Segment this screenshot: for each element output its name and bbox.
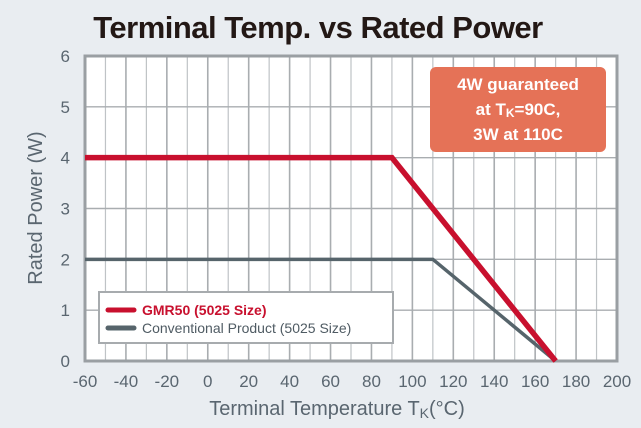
x-tick-label: 180	[562, 372, 590, 391]
annotation-line-2-prefix: at T	[476, 100, 507, 119]
x-axis-label-main: Terminal Temperature T	[209, 398, 419, 420]
annotation-background	[430, 67, 606, 152]
x-tick-label: -60	[73, 372, 98, 391]
x-tick-labels: -60 -40 -20 0 20 40 60 80 100 120 140 160 180 200	[73, 372, 631, 391]
y-tick-label: 6	[61, 47, 70, 66]
x-tick-label: 60	[321, 372, 340, 391]
x-tick-label: 80	[362, 372, 381, 391]
y-tick-label: 0	[61, 352, 70, 371]
legend-label-gmr50: GMR50 (5025 Size)	[142, 302, 267, 318]
legend: GMR50 (5025 Size) Conventional Product (…	[98, 291, 394, 344]
x-tick-label: 40	[280, 372, 299, 391]
y-tick-label: 3	[61, 200, 70, 219]
x-tick-label: -20	[155, 372, 180, 391]
y-tick-label: 4	[61, 149, 70, 168]
annotation-line-1: 4W guaranteed	[457, 75, 579, 94]
x-axis-label-subscript: K	[420, 405, 430, 421]
legend-label-conventional: Conventional Product (5025 Size)	[142, 320, 351, 336]
annotation-line-2: at TK=90C,	[476, 100, 561, 120]
annotation-line-2-suffix: =90C,	[515, 100, 561, 119]
chart-title: Terminal Temp. vs Rated Power	[93, 10, 543, 45]
annotation-box: 4W guaranteed at TK=90C, 3W at 110C	[430, 67, 606, 152]
annotation-line-2-sub: K	[506, 106, 515, 120]
series-group	[85, 154, 558, 363]
x-tick-label: 200	[603, 372, 631, 391]
series-line-conventional	[85, 257, 557, 363]
annotation-line-3: 3W at 110C	[473, 125, 563, 144]
y-axis-label: Rated Power (W)	[25, 131, 47, 284]
x-axis-label: Terminal Temperature TK(°C)	[209, 398, 465, 421]
y-tick-labels: 0 1 2 3 4 5 6	[61, 47, 70, 371]
x-tick-label: 0	[203, 372, 212, 391]
x-tick-label: 100	[398, 372, 426, 391]
x-tick-label: 20	[239, 372, 258, 391]
x-tick-label: 120	[439, 372, 467, 391]
y-tick-label: 1	[61, 301, 70, 320]
x-tick-label: 140	[480, 372, 508, 391]
series-line-gmr50	[85, 154, 558, 363]
plot-frame	[83, 54, 619, 363]
x-axis-label-unit: (°C)	[429, 398, 465, 420]
y-tick-label: 2	[61, 250, 70, 269]
y-tick-label: 5	[61, 98, 70, 117]
legend-box	[98, 291, 394, 344]
x-tick-label: 160	[521, 372, 549, 391]
x-tick-label: -40	[114, 372, 139, 391]
